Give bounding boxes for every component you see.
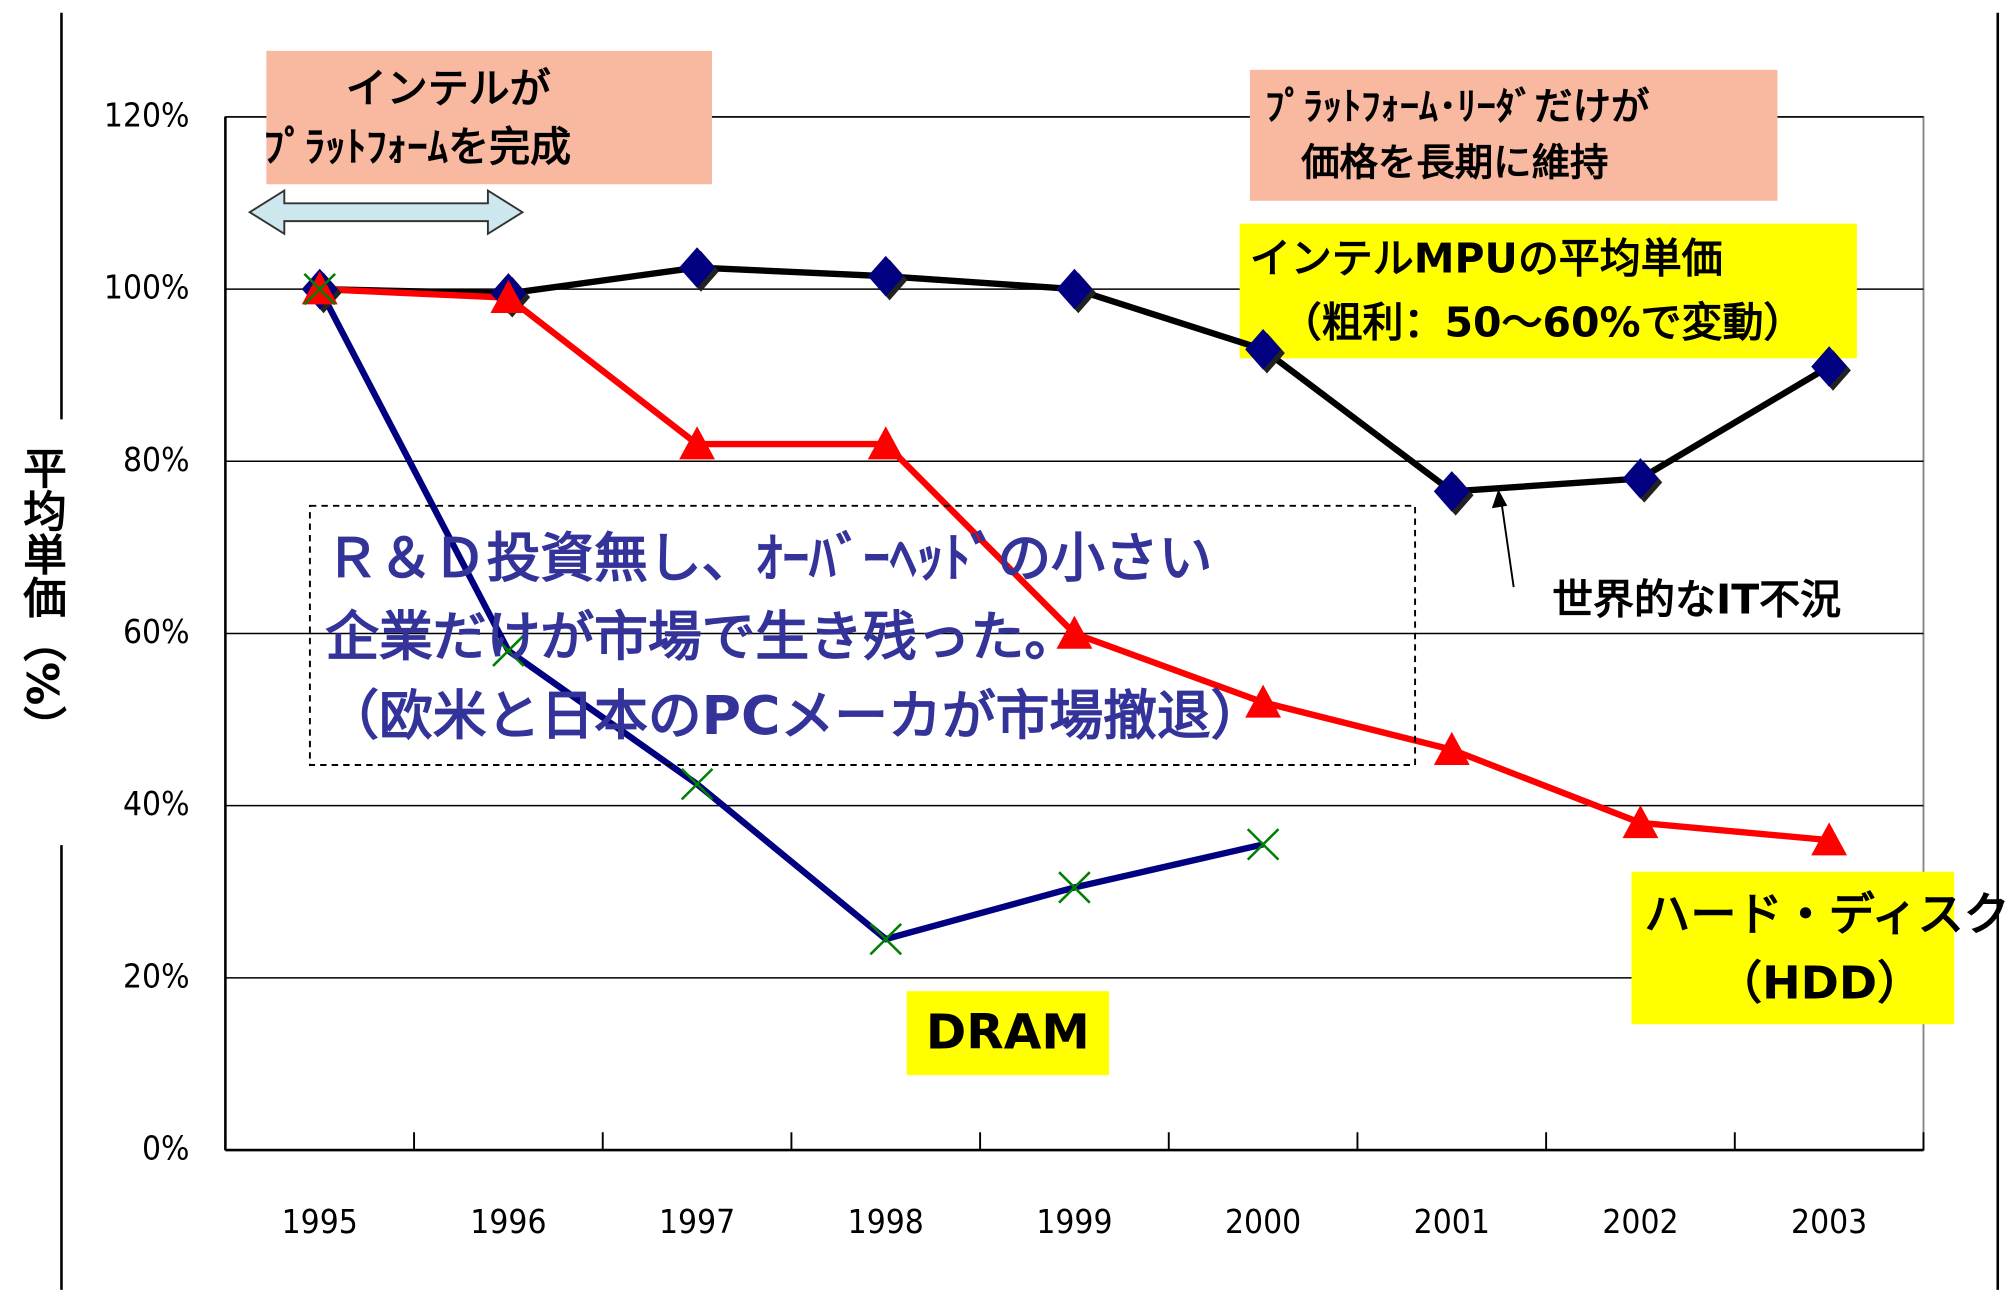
x-tick-label: 1998: [848, 1202, 924, 1241]
marker: [1245, 329, 1282, 370]
marker: [869, 922, 903, 956]
series-label: DRAM: [926, 1005, 1090, 1061]
series-line: [316, 287, 1264, 943]
marker: [303, 272, 336, 306]
marker: [1811, 822, 1848, 856]
marker: [1622, 458, 1659, 499]
annotation: 世界的なIT不況: [1552, 575, 1841, 623]
note-box: [1249, 69, 1778, 201]
marker: [680, 767, 714, 801]
marker: [867, 426, 904, 460]
marker: [1058, 871, 1091, 904]
y-tick-label: 60%: [123, 612, 190, 651]
note-box: [906, 991, 1110, 1076]
annotation: Ｒ＆Ｄ投資無し、ｵｰﾊﾞｰﾍｯﾄﾞの小さい: [325, 526, 1212, 589]
annotation: ﾌﾟﾗｯﾄﾌｫｰﾑを完成: [264, 123, 571, 171]
annotation: 価格を長期に維持: [1300, 141, 1608, 186]
annotation: （欧米と日本のPCメーカが市場撤退）: [325, 684, 1264, 747]
y-tick-label: 80%: [123, 440, 190, 479]
annotation: インテルが: [346, 65, 551, 113]
y-axis-label: 平均単価（%）: [16, 446, 68, 748]
y-tick-label: 100%: [104, 268, 190, 307]
marker: [1811, 346, 1848, 387]
marker: [492, 634, 525, 667]
marker: [679, 247, 716, 288]
y-tick-label: 0%: [142, 1129, 190, 1168]
x-tick-label: 1996: [470, 1202, 546, 1241]
y-tick-label: 20%: [123, 956, 190, 995]
x-tick-label: 1995: [282, 1202, 358, 1241]
y-tick-label: 40%: [123, 784, 190, 823]
marker: [679, 426, 716, 460]
pointer-arrow: [1499, 498, 1515, 588]
y-tick-label: 120%: [104, 95, 190, 134]
x-tick-label: 2003: [1791, 1202, 1867, 1241]
marker: [1056, 615, 1093, 649]
note-box: [1631, 871, 1955, 1025]
annotation: インテルMPUの平均単価: [1250, 235, 1723, 283]
note-box: [1239, 223, 1857, 359]
x-tick-label: 1999: [1036, 1202, 1112, 1241]
annotation: 企業だけが市場で生き残った。: [325, 605, 1078, 668]
x-tick-label: 2001: [1414, 1202, 1490, 1241]
x-tick-label: 1997: [659, 1202, 735, 1241]
x-tick-label: 2002: [1602, 1202, 1678, 1241]
annotation: ﾌﾟﾗｯﾄﾌｫｰﾑ･ﾘｰﾀﾞだけが: [1265, 85, 1650, 130]
period-arrow: [247, 188, 525, 236]
annotation: （粗利：50～60%で変動）: [1281, 298, 1805, 346]
x-tick-label: 2000: [1225, 1202, 1301, 1241]
marker: [1245, 684, 1282, 718]
marker: [1246, 828, 1280, 861]
arrow-head: [1491, 489, 1508, 509]
note-box: [266, 50, 713, 185]
marker: [490, 279, 527, 313]
marker: [1056, 268, 1093, 310]
marker: [1622, 805, 1659, 839]
note-box: [308, 504, 1417, 766]
annotation: ハード・ディスク: [1644, 887, 2008, 941]
annotation: （HDD）: [1716, 956, 1923, 1010]
marker: [1433, 731, 1470, 765]
